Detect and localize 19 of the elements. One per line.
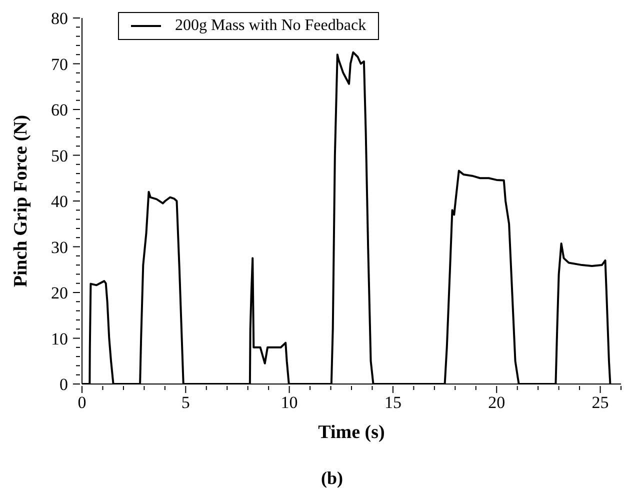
y-tick-label: 0 bbox=[60, 375, 68, 394]
x-tick-label: 0 bbox=[78, 393, 86, 412]
x-tick-label: 15 bbox=[384, 393, 402, 412]
x-tick-label: 10 bbox=[280, 393, 298, 412]
y-tick-label: 10 bbox=[51, 329, 68, 348]
x-tick-label: 25 bbox=[592, 393, 609, 412]
legend-label: 200g Mass with No Feedback bbox=[175, 17, 366, 35]
x-tick-label: 5 bbox=[181, 393, 190, 412]
y-tick-label: 80 bbox=[51, 9, 68, 28]
y-tick-label: 70 bbox=[51, 54, 68, 74]
y-tick-label: 40 bbox=[51, 192, 68, 211]
y-tick-label: 60 bbox=[51, 100, 68, 120]
y-tick-label: 30 bbox=[51, 238, 68, 257]
x-axis-title: Time (s) bbox=[318, 422, 385, 443]
x-tick-label: 20 bbox=[488, 393, 506, 412]
y-tick-label: 20 bbox=[51, 284, 68, 302]
y-axis-title: Pinch Grip Force (N) bbox=[10, 114, 32, 288]
text: (b) bbox=[320, 468, 344, 489]
y-tick-label: 50 bbox=[51, 146, 68, 166]
